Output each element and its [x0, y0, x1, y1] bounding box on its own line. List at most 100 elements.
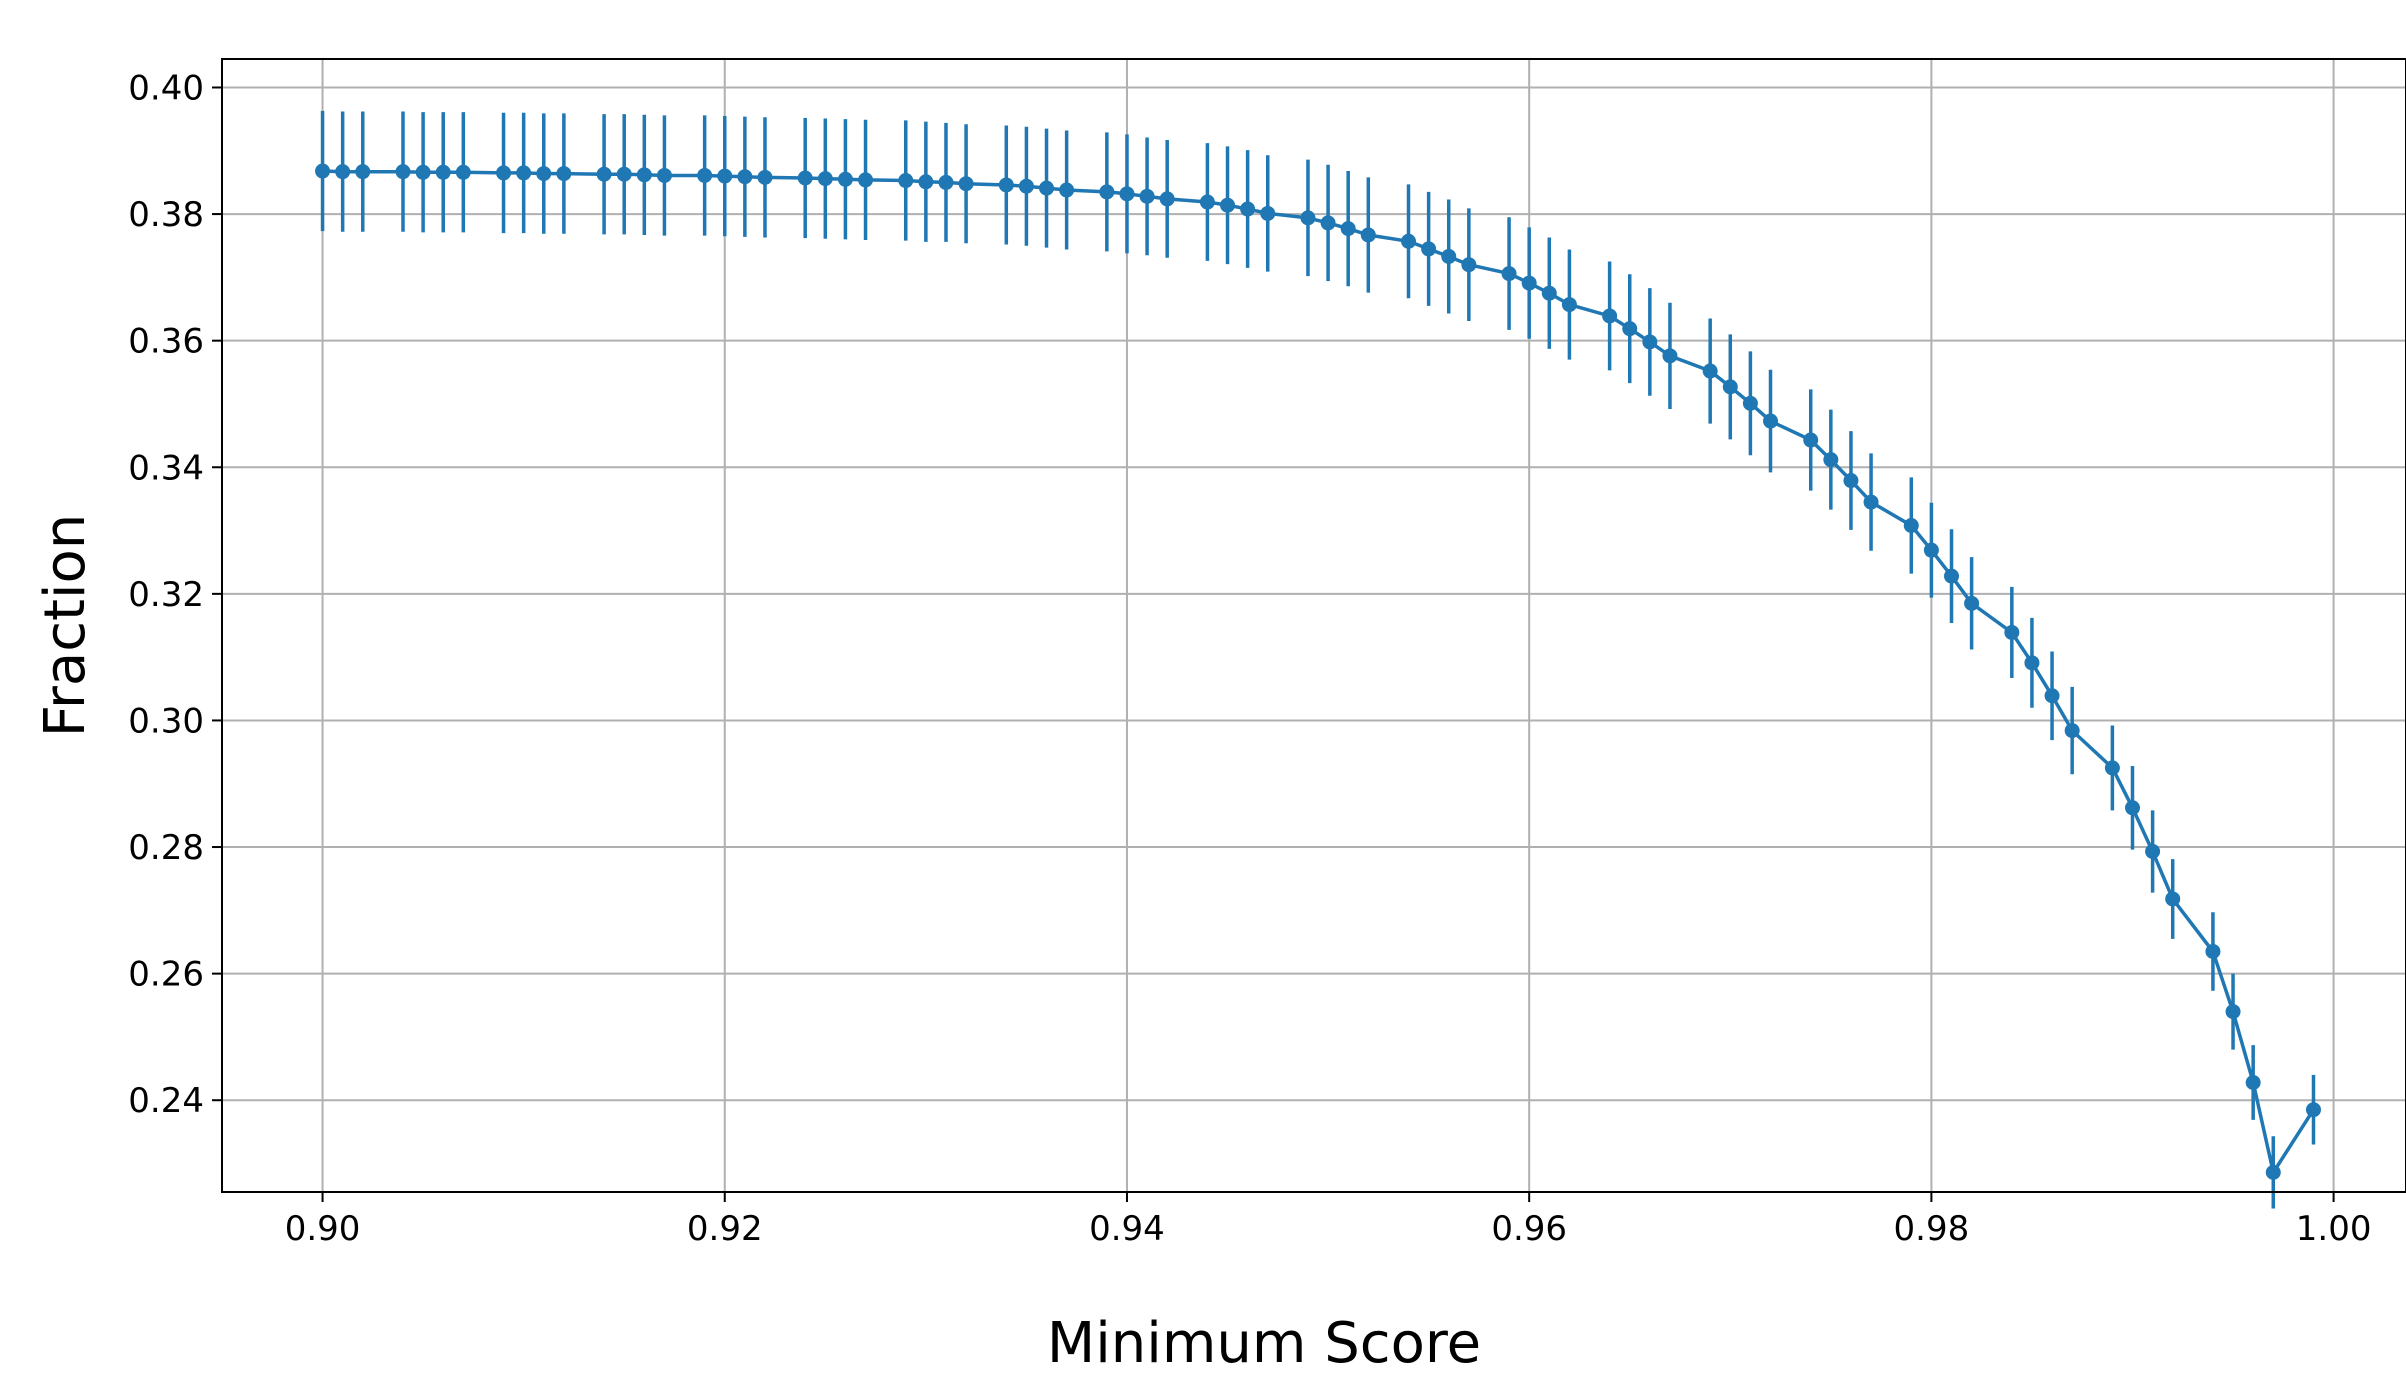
data-point — [536, 166, 552, 182]
data-point — [2225, 1004, 2241, 1020]
data-point — [616, 166, 632, 182]
data-point — [1923, 542, 1939, 558]
data-point — [2145, 843, 2161, 859]
data-point — [1099, 184, 1115, 200]
data-point — [1803, 432, 1819, 448]
data-point — [1139, 188, 1155, 204]
data-point — [1863, 494, 1879, 510]
data-point — [1823, 452, 1839, 468]
x-tick-label: 0.92 — [687, 1209, 763, 1249]
x-tick-label: 0.98 — [1894, 1209, 1970, 1249]
y-tick-label: 0.32 — [128, 575, 204, 615]
data-point — [1018, 178, 1034, 194]
data-point — [1742, 395, 1758, 411]
data-point — [1561, 297, 1577, 313]
y-tick-label: 0.26 — [128, 955, 204, 995]
data-point — [858, 172, 874, 188]
x-axis-label: Minimum Score — [1047, 1311, 1481, 1376]
x-tick-label: 0.96 — [1491, 1209, 1567, 1249]
data-point — [1642, 334, 1658, 350]
data-point — [596, 166, 612, 182]
data-point — [1843, 473, 1859, 489]
data-point — [1441, 248, 1457, 264]
data-point — [1360, 227, 1376, 243]
data-point — [817, 171, 833, 187]
y-tick-label: 0.38 — [128, 195, 204, 235]
data-point — [958, 176, 974, 192]
data-point — [355, 164, 371, 180]
data-point — [918, 174, 934, 190]
data-point — [1602, 308, 1618, 324]
data-point — [636, 167, 652, 183]
y-tick-label: 0.28 — [128, 828, 204, 868]
data-point — [1501, 266, 1517, 282]
data-point — [1541, 285, 1557, 301]
data-point — [516, 165, 532, 181]
x-tick-label: 0.90 — [285, 1209, 361, 1249]
data-point — [1240, 201, 1256, 217]
data-point — [2004, 624, 2020, 640]
y-tick-label: 0.36 — [128, 322, 204, 362]
data-point — [998, 177, 1014, 193]
data-point — [1662, 348, 1678, 364]
data-point — [315, 163, 331, 179]
data-point — [1039, 180, 1055, 196]
data-point — [2064, 723, 2080, 739]
data-point — [1340, 221, 1356, 237]
data-point — [1220, 197, 1236, 213]
x-tick-label: 0.94 — [1089, 1209, 1165, 1249]
data-point — [1964, 595, 1980, 611]
data-point — [797, 170, 813, 186]
data-point — [1722, 379, 1738, 395]
data-point — [2245, 1074, 2261, 1090]
y-tick-label: 0.34 — [128, 448, 204, 488]
data-point — [1059, 182, 1075, 198]
data-point — [656, 167, 672, 183]
y-axis-label: Fraction — [33, 514, 98, 738]
y-tick-label: 0.24 — [128, 1081, 204, 1121]
data-point — [1461, 257, 1477, 273]
data-point — [1702, 363, 1718, 379]
data-point — [757, 169, 773, 185]
data-series — [315, 110, 2321, 1209]
data-point — [2305, 1102, 2321, 1118]
data-point — [1903, 517, 1919, 533]
y-tick-label: 0.40 — [128, 68, 204, 108]
data-point — [335, 164, 351, 180]
data-point — [1119, 186, 1135, 202]
data-point — [1320, 215, 1336, 231]
data-point — [2205, 943, 2221, 959]
y-tick-label: 0.30 — [128, 701, 204, 741]
data-point — [2044, 688, 2060, 704]
data-point — [717, 168, 733, 184]
data-point — [2124, 800, 2140, 816]
data-point — [697, 167, 713, 183]
data-point — [455, 164, 471, 180]
data-point — [898, 173, 914, 189]
data-point — [1199, 194, 1215, 210]
data-point — [556, 166, 572, 182]
data-point — [837, 171, 853, 187]
plot-frame — [221, 58, 2406, 1193]
data-point — [1763, 413, 1779, 429]
data-point — [1300, 210, 1316, 226]
data-point — [2265, 1164, 2281, 1180]
axis-ticks: 0.90 0.92 0.94 0.96 0.98 1.00 0.24 0.26 0.28 0.30… — [128, 68, 2371, 1249]
data-point — [1521, 275, 1537, 291]
data-point — [737, 169, 753, 185]
data-point — [415, 164, 431, 180]
data-point — [2104, 760, 2120, 776]
data-point — [1159, 191, 1175, 207]
data-point — [2024, 655, 2040, 671]
data-point — [2165, 891, 2181, 907]
data-point — [1260, 205, 1276, 221]
data-point — [938, 174, 954, 190]
data-point — [1944, 568, 1960, 584]
data-point — [1401, 233, 1417, 249]
x-tick-label: 1.00 — [2296, 1209, 2372, 1249]
data-point — [1421, 241, 1437, 257]
data-point — [496, 165, 512, 181]
data-point — [1622, 321, 1638, 337]
